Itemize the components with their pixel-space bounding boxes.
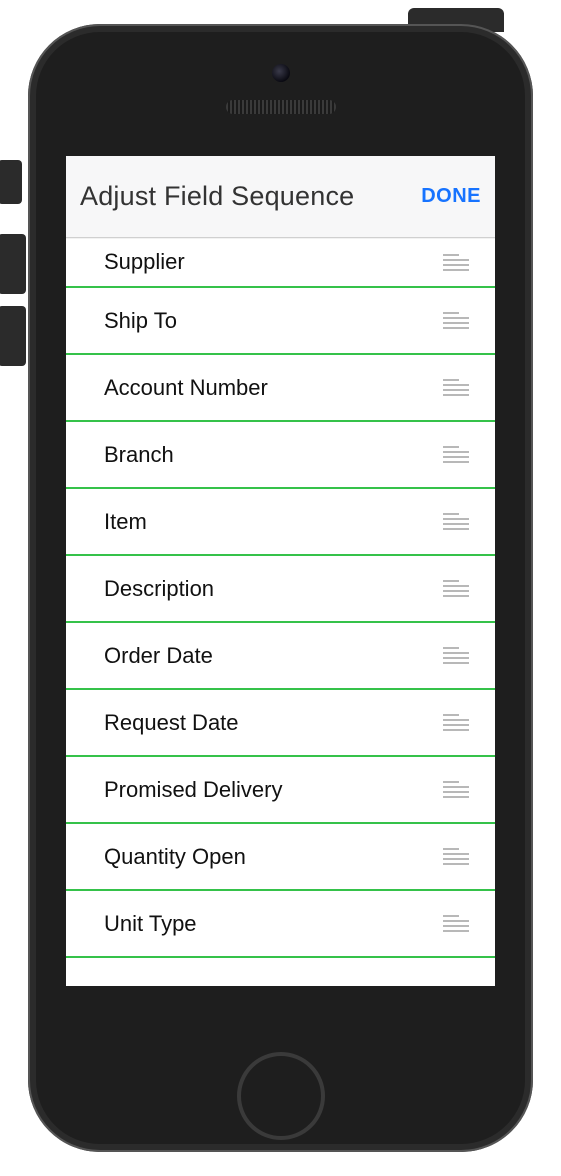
- drag-handle-icon[interactable]: [443, 647, 469, 664]
- list-item[interactable]: Branch: [66, 422, 495, 489]
- field-label: Quantity Open: [104, 844, 246, 870]
- done-button[interactable]: DONE: [421, 185, 481, 208]
- list-item[interactable]: Unit Type: [66, 891, 495, 958]
- list-item[interactable]: Item: [66, 489, 495, 556]
- field-label: Supplier: [104, 249, 185, 275]
- field-label: Description: [104, 576, 214, 602]
- ear-speaker: [226, 100, 336, 114]
- field-label: Request Date: [104, 710, 239, 736]
- drag-handle-icon[interactable]: [443, 781, 469, 798]
- header-bar: Adjust Field Sequence DONE: [66, 156, 495, 238]
- drag-handle-icon[interactable]: [443, 580, 469, 597]
- phone-frame: Adjust Field Sequence DONE Supplier Ship…: [28, 0, 533, 1176]
- field-label: Order Date: [104, 643, 213, 669]
- list-item[interactable]: Account Number: [66, 355, 495, 422]
- silent-switch: [0, 160, 22, 204]
- drag-handle-icon[interactable]: [443, 915, 469, 932]
- drag-handle-icon[interactable]: [443, 848, 469, 865]
- home-button[interactable]: [237, 1052, 325, 1140]
- field-label: Branch: [104, 442, 174, 468]
- volume-up-button: [0, 234, 26, 294]
- field-label: Promised Delivery: [104, 777, 283, 803]
- field-label: Item: [104, 509, 147, 535]
- list-item[interactable]: Quantity Open: [66, 824, 495, 891]
- drag-handle-icon[interactable]: [443, 714, 469, 731]
- screen: Adjust Field Sequence DONE Supplier Ship…: [66, 156, 495, 986]
- list-item[interactable]: Promised Delivery: [66, 757, 495, 824]
- drag-handle-icon[interactable]: [443, 254, 469, 271]
- list-item[interactable]: Order Date: [66, 623, 495, 690]
- drag-handle-icon[interactable]: [443, 312, 469, 329]
- volume-down-button: [0, 306, 26, 366]
- drag-handle-icon[interactable]: [443, 513, 469, 530]
- list-item[interactable]: Request Date: [66, 690, 495, 757]
- front-camera: [272, 64, 290, 82]
- field-label: Unit Type: [104, 911, 197, 937]
- list-item[interactable]: Ship To: [66, 288, 495, 355]
- field-label: Account Number: [104, 375, 268, 401]
- drag-handle-icon[interactable]: [443, 379, 469, 396]
- field-list: Supplier Ship To Account Number Branch I…: [66, 238, 495, 958]
- page-title: Adjust Field Sequence: [80, 181, 354, 212]
- list-item[interactable]: Supplier: [66, 238, 495, 288]
- drag-handle-icon[interactable]: [443, 446, 469, 463]
- list-item[interactable]: Description: [66, 556, 495, 623]
- field-label: Ship To: [104, 308, 177, 334]
